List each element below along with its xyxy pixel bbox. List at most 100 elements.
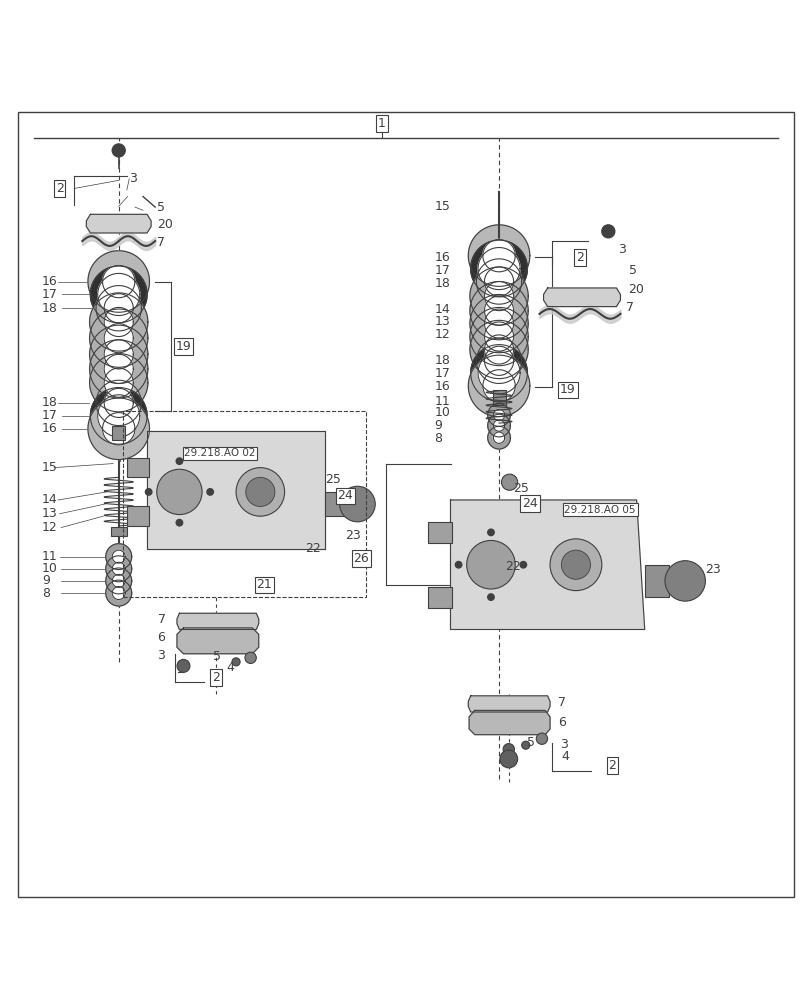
Text: 8: 8	[434, 432, 442, 445]
Text: 5: 5	[213, 650, 221, 663]
Text: 2: 2	[575, 251, 583, 264]
Polygon shape	[104, 368, 133, 397]
Text: 4: 4	[560, 750, 569, 763]
Polygon shape	[470, 282, 527, 340]
Text: 17: 17	[434, 264, 449, 277]
Text: 12: 12	[434, 328, 449, 341]
Polygon shape	[487, 404, 510, 426]
Bar	[110, 527, 127, 536]
Text: 23: 23	[705, 563, 720, 576]
Polygon shape	[90, 266, 147, 323]
Text: 24: 24	[521, 497, 537, 510]
Polygon shape	[102, 413, 135, 445]
Polygon shape	[493, 420, 504, 431]
Polygon shape	[89, 309, 148, 367]
Bar	[122, 411, 365, 597]
Circle shape	[455, 562, 461, 568]
Circle shape	[207, 489, 213, 495]
Circle shape	[520, 562, 526, 568]
Bar	[112, 426, 125, 440]
Text: 17: 17	[42, 288, 58, 301]
Text: 7: 7	[557, 696, 565, 709]
Text: 7: 7	[157, 613, 165, 626]
Text: 3: 3	[559, 738, 567, 751]
Text: 14: 14	[434, 303, 449, 316]
Text: 6: 6	[557, 716, 565, 729]
Text: 13: 13	[42, 507, 58, 520]
Bar	[127, 458, 149, 477]
Text: 15: 15	[42, 461, 58, 474]
Bar	[644, 565, 668, 597]
Text: 25: 25	[324, 473, 341, 486]
Text: 3: 3	[617, 243, 625, 256]
Circle shape	[177, 659, 190, 672]
Polygon shape	[89, 293, 148, 351]
Polygon shape	[104, 307, 133, 337]
Polygon shape	[89, 354, 148, 412]
Bar	[127, 506, 149, 526]
Polygon shape	[96, 286, 141, 331]
Polygon shape	[493, 432, 504, 443]
Text: 12: 12	[42, 521, 58, 534]
Polygon shape	[476, 259, 521, 304]
Polygon shape	[470, 307, 527, 366]
Text: 20: 20	[628, 283, 644, 296]
Polygon shape	[478, 248, 520, 290]
Circle shape	[487, 594, 494, 600]
Circle shape	[487, 529, 494, 536]
Text: 6: 6	[157, 631, 165, 644]
Polygon shape	[104, 324, 133, 353]
Text: 2: 2	[607, 759, 616, 772]
Text: 1: 1	[377, 117, 385, 130]
Text: 15: 15	[434, 200, 449, 213]
Circle shape	[549, 539, 601, 591]
Text: 18: 18	[42, 396, 58, 409]
Circle shape	[232, 658, 240, 666]
Text: 16: 16	[434, 380, 449, 393]
Text: 22: 22	[304, 542, 320, 555]
Polygon shape	[487, 426, 510, 449]
Text: 18: 18	[434, 354, 449, 367]
Polygon shape	[86, 214, 151, 233]
Circle shape	[176, 458, 182, 464]
Polygon shape	[104, 294, 133, 323]
Circle shape	[500, 750, 517, 768]
Polygon shape	[543, 288, 620, 307]
Circle shape	[521, 741, 529, 749]
Text: 25: 25	[513, 482, 528, 495]
Text: 11: 11	[434, 395, 449, 408]
Polygon shape	[470, 345, 526, 401]
Polygon shape	[469, 710, 549, 735]
Text: 2: 2	[56, 182, 63, 195]
Polygon shape	[97, 273, 139, 315]
Polygon shape	[177, 628, 259, 654]
Polygon shape	[105, 580, 131, 606]
Text: 4: 4	[226, 661, 234, 674]
Polygon shape	[468, 225, 529, 286]
Polygon shape	[476, 338, 521, 383]
Polygon shape	[484, 322, 513, 351]
Text: 11: 11	[42, 550, 58, 563]
Polygon shape	[468, 696, 549, 712]
Polygon shape	[105, 568, 131, 594]
Circle shape	[236, 468, 285, 516]
Text: 29.218.AO 05: 29.218.AO 05	[564, 505, 635, 515]
Polygon shape	[177, 613, 259, 629]
Polygon shape	[88, 251, 149, 312]
Text: 29.218.AO 02: 29.218.AO 02	[184, 448, 255, 458]
Polygon shape	[470, 294, 527, 353]
Polygon shape	[90, 388, 147, 444]
Text: 22: 22	[504, 560, 520, 573]
Text: 16: 16	[42, 275, 58, 288]
Polygon shape	[104, 340, 133, 369]
Text: 21: 21	[256, 578, 272, 591]
Polygon shape	[104, 388, 133, 417]
Polygon shape	[89, 340, 148, 398]
Polygon shape	[493, 409, 504, 421]
Polygon shape	[487, 414, 510, 437]
Circle shape	[145, 489, 152, 495]
Circle shape	[339, 486, 375, 522]
Circle shape	[466, 540, 515, 589]
Polygon shape	[147, 431, 324, 549]
Circle shape	[501, 474, 517, 490]
